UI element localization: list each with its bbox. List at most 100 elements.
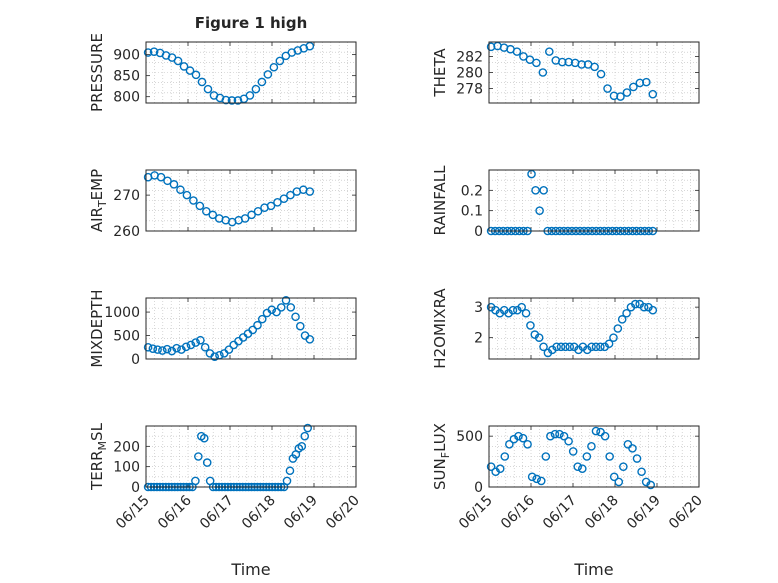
data-point [631,299,640,309]
data-point [495,464,505,474]
y-axis-label: H2OMIXRA [431,288,449,369]
data-point [614,477,624,487]
y-tick-label: 850 [113,69,140,85]
data-point [189,196,198,205]
data-point [500,452,510,461]
y-tick-label: 260 [113,224,140,240]
y-tick-label: 280 [456,66,483,82]
data-point [609,333,618,342]
axes-frame [488,41,700,104]
data-point [539,186,548,195]
data-point [609,472,619,482]
data-point [642,77,651,87]
y-axis-label: AIRTEMP [88,169,109,232]
data-point [173,56,183,66]
x-tick-label: 06/18 [239,493,279,533]
data-point [149,47,159,56]
data-point [552,342,561,352]
data-point [505,439,514,449]
data-point [179,62,189,71]
data-point [253,206,263,216]
data-point [162,344,172,354]
data-point [153,345,162,354]
data-point [248,325,258,335]
data-point [632,454,642,463]
data-point [546,431,555,441]
x-tick-label: 06/15 [113,493,153,533]
data-point [194,452,203,461]
data-point [639,302,649,312]
data-point [291,312,300,322]
y-tick-label: 0 [131,352,140,368]
data-point [202,458,212,467]
data-point [253,320,262,330]
data-point [297,442,307,451]
data-point [148,344,158,353]
y-axis-label: RAINFALL [431,165,449,236]
x-tick-label: 06/16 [498,492,538,532]
data-point [600,431,610,441]
data-point [269,62,279,72]
data-point [532,58,541,68]
data-point [267,305,277,315]
data-point [286,303,296,312]
data-point [512,47,522,56]
data-point [532,474,542,484]
data-point [282,476,292,486]
data-point [561,342,570,352]
data-point [619,462,628,471]
x-axis-label-left: Time [230,560,270,579]
y-tick-label: 3 [474,300,483,316]
data-point [295,321,305,331]
data-point [221,95,231,105]
data-point [648,305,658,315]
data-point [305,41,315,51]
data-point [233,96,243,105]
y-axis-label: THETA [431,48,449,98]
data-point [224,345,234,354]
data-point [200,342,210,352]
data-point [197,77,207,87]
y-tick-label: 0 [474,480,483,496]
y-tick-label: 2 [474,331,483,347]
data-point [590,62,599,72]
data-point [568,447,578,456]
y-tick-label: 800 [113,90,140,106]
y-tick-label: 1000 [104,305,140,321]
data-point [587,342,596,352]
data-point [208,210,218,220]
data-point [648,89,658,99]
data-point [272,307,281,317]
data-point [305,187,315,196]
data-point [185,66,195,75]
x-tick-label: 06/18 [582,493,622,533]
data-point [591,426,601,436]
y-axis-label: SUNFLUX [431,423,452,490]
subplot-rainfall: 0 0.1 0.2 RAINFALL [431,165,700,240]
y-tick-label: 500 [113,329,140,345]
data-point [240,214,250,223]
data-point [646,480,656,490]
y-tick-label: 0.2 [461,183,483,199]
data-point [156,172,166,182]
data-point [163,176,172,186]
y-axis-label: MIXDEPTH [88,289,106,367]
data-point [191,476,200,486]
data-point [210,352,219,361]
data-point [196,335,205,345]
data-point [555,429,564,439]
x-tick-label: 06/15 [456,493,496,533]
data-point [591,342,601,352]
y-axis-label: TERRMSL [88,422,109,491]
x-tick-label: 06/19 [281,493,321,533]
data-point [534,333,544,342]
data-point [257,77,267,87]
data-point [531,186,540,195]
data-point [303,423,313,433]
data-point [539,342,548,352]
data-point [587,442,596,451]
